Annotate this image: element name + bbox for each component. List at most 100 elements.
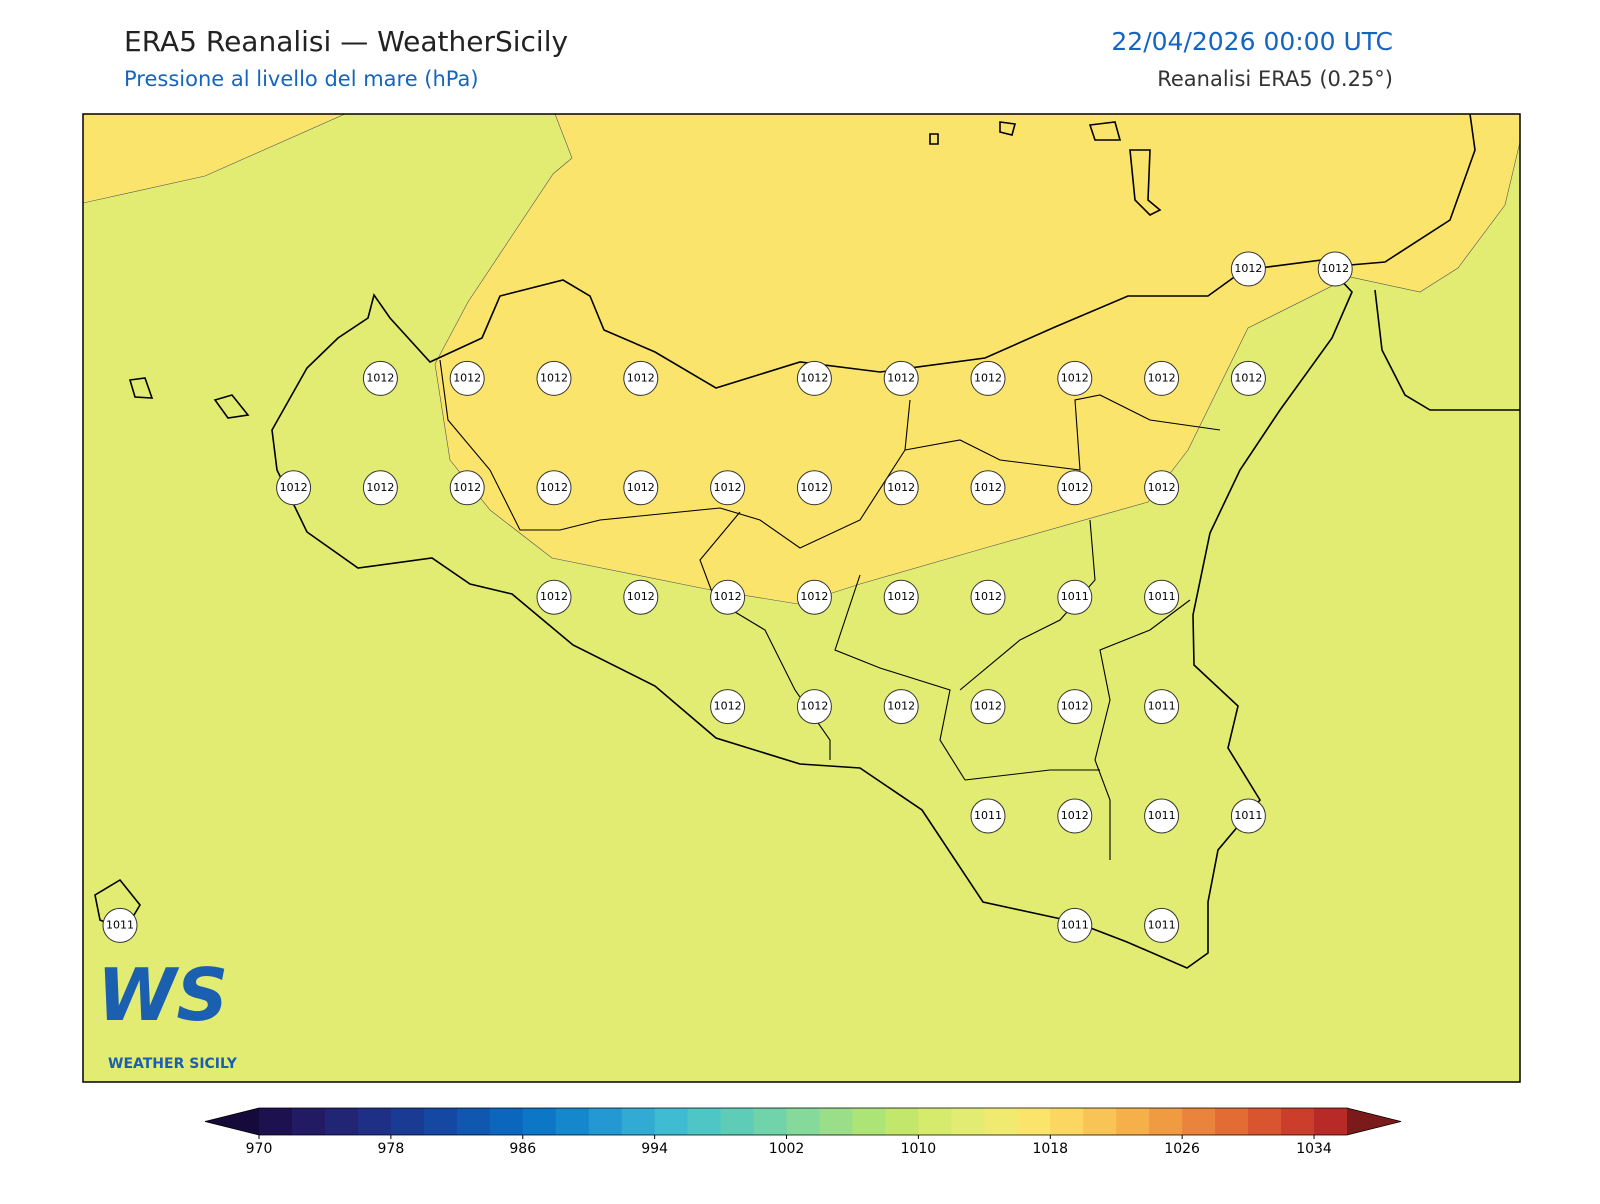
source: Reanalisi ERA5 (0.25°) bbox=[1157, 67, 1393, 91]
label-circle bbox=[796, 579, 832, 615]
colorbar-bin bbox=[1050, 1108, 1084, 1135]
label-text: 1012 bbox=[627, 371, 655, 384]
label-text: 1012 bbox=[974, 700, 1002, 713]
label-circle bbox=[449, 360, 485, 396]
label-text: 1012 bbox=[714, 700, 742, 713]
label-text: 1012 bbox=[540, 481, 568, 494]
label-text: 1011 bbox=[974, 809, 1002, 822]
colorbar-bin bbox=[786, 1108, 820, 1135]
coastlines bbox=[94, 114, 1520, 969]
label-circle bbox=[1230, 360, 1266, 396]
label-circle bbox=[796, 470, 832, 506]
title: ERA5 Reanalisi — WeatherSicily bbox=[124, 25, 568, 58]
pressure-label: 1011 bbox=[1144, 907, 1180, 943]
label-text: 1012 bbox=[453, 481, 481, 494]
colorbar-bin bbox=[489, 1108, 524, 1135]
colorbar-bin bbox=[753, 1108, 788, 1135]
pressure-label: 1012 bbox=[449, 360, 485, 396]
label-circle bbox=[1057, 689, 1093, 725]
pressure-label: 1012 bbox=[796, 579, 832, 615]
pressure-label: 1012 bbox=[1057, 470, 1093, 506]
label-circle bbox=[970, 798, 1006, 834]
label-text: 1012 bbox=[800, 371, 828, 384]
label-text: 1012 bbox=[1061, 481, 1089, 494]
label-text: 1012 bbox=[887, 481, 915, 494]
pressure-label: 1011 bbox=[970, 798, 1006, 834]
label-text: 1012 bbox=[366, 481, 394, 494]
label-circle bbox=[1144, 907, 1180, 943]
label-text: 1012 bbox=[1321, 262, 1349, 275]
label-circle bbox=[710, 470, 746, 506]
label-circle bbox=[1057, 579, 1093, 615]
pressure-label: 1012 bbox=[1144, 360, 1180, 396]
colorbar-tick-label: 970 bbox=[246, 1141, 273, 1157]
pressure-label: 1012 bbox=[276, 470, 312, 506]
label-circle bbox=[1317, 251, 1353, 287]
colorbar-bin bbox=[259, 1108, 293, 1135]
colorbar-bin bbox=[1314, 1108, 1348, 1135]
label-text: 1011 bbox=[106, 918, 134, 931]
label-circle bbox=[883, 579, 919, 615]
colorbar-bin bbox=[357, 1108, 392, 1135]
colorbar-bin bbox=[1215, 1108, 1249, 1135]
colorbar-bin bbox=[885, 1108, 919, 1135]
pressure-label: 1012 bbox=[1057, 689, 1093, 725]
label-circle bbox=[623, 470, 659, 506]
pressure-label: 1012 bbox=[883, 689, 919, 725]
pressure-label: 1012 bbox=[883, 579, 919, 615]
label-text: 1012 bbox=[800, 700, 828, 713]
pressure-label: 1012 bbox=[970, 360, 1006, 396]
logo-mark: WS bbox=[97, 953, 228, 1037]
label-text: 1012 bbox=[1148, 371, 1176, 384]
colorbar-over bbox=[1347, 1108, 1401, 1135]
pressure-label: 1012 bbox=[710, 689, 746, 725]
pressure-label: 1012 bbox=[796, 470, 832, 506]
label-text: 1012 bbox=[887, 700, 915, 713]
pressure-label: 1011 bbox=[1144, 689, 1180, 725]
label-text: 1012 bbox=[280, 481, 308, 494]
colorbar-tick-label: 986 bbox=[509, 1141, 536, 1157]
label-circle bbox=[970, 689, 1006, 725]
label-text: 1011 bbox=[1148, 700, 1176, 713]
colorbar-bin bbox=[423, 1108, 458, 1135]
colorbar-under bbox=[205, 1108, 259, 1135]
pressure-label: 1012 bbox=[536, 360, 572, 396]
pressure-label: 1011 bbox=[1057, 579, 1093, 615]
colorbar-bin bbox=[621, 1108, 656, 1135]
pressure-label: 1012 bbox=[362, 470, 398, 506]
colorbar-bin bbox=[588, 1108, 623, 1135]
label-text: 1011 bbox=[1148, 918, 1176, 931]
pressure-label: 1012 bbox=[1317, 251, 1353, 287]
label-text: 1012 bbox=[540, 371, 568, 384]
pressure-label: 1012 bbox=[449, 470, 485, 506]
pressure-label: 1012 bbox=[536, 470, 572, 506]
label-text: 1012 bbox=[1148, 481, 1176, 494]
logo-caption: WEATHER SICILY bbox=[108, 1056, 238, 1072]
label-circle bbox=[536, 360, 572, 396]
pressure-label: 1012 bbox=[1057, 360, 1093, 396]
label-circle bbox=[883, 689, 919, 725]
colorbar-tick-label: 978 bbox=[378, 1141, 405, 1157]
label-circle bbox=[1057, 360, 1093, 396]
map-area bbox=[83, 114, 1520, 1082]
label-circle bbox=[1144, 579, 1180, 615]
label-text: 1012 bbox=[887, 371, 915, 384]
colorbar-bin bbox=[852, 1108, 886, 1135]
label-text: 1012 bbox=[974, 481, 1002, 494]
colorbar-bin bbox=[918, 1108, 952, 1135]
colorbar-tick-label: 994 bbox=[641, 1141, 668, 1157]
pressure-label: 1012 bbox=[536, 579, 572, 615]
label-circle bbox=[970, 579, 1006, 615]
colorbar-bin bbox=[819, 1108, 853, 1135]
label-circle bbox=[883, 470, 919, 506]
label-text: 1011 bbox=[1148, 809, 1176, 822]
pressure-label: 1012 bbox=[710, 579, 746, 615]
pressure-label: 1011 bbox=[1230, 798, 1266, 834]
label-circle bbox=[1230, 798, 1266, 834]
colorbar-bin bbox=[687, 1108, 722, 1135]
colorbar-bin bbox=[1281, 1108, 1315, 1135]
label-circle bbox=[1057, 798, 1093, 834]
label-circle bbox=[536, 579, 572, 615]
field-high bbox=[83, 114, 346, 204]
